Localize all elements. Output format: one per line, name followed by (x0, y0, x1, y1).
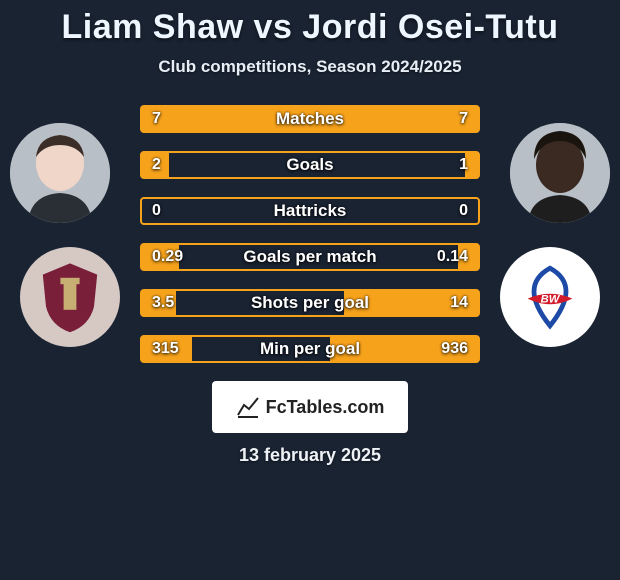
person-icon (10, 123, 110, 223)
brand-badge: FcTables.com (212, 381, 408, 433)
bar-fill-left (142, 245, 179, 269)
bar-label: Goals per match (142, 245, 478, 269)
date-text: 13 february 2025 (0, 445, 620, 466)
stat-bar: 3.514Shots per goal (140, 289, 480, 317)
stat-bar: 77Matches (140, 105, 480, 133)
player-left-avatar (10, 123, 110, 223)
bar-value-right: 0 (459, 199, 468, 223)
bar-fill-right (330, 337, 478, 361)
bar-value-left: 0 (152, 199, 161, 223)
stat-bar: 21Goals (140, 151, 480, 179)
bar-fill-right (465, 153, 478, 177)
club-right-badge: BW (500, 247, 600, 347)
stat-bar: 0.290.14Goals per match (140, 243, 480, 271)
person-icon (510, 123, 610, 223)
bar-fill-left (142, 291, 176, 315)
stat-bars: 77Matches 21Goals 0 0Hattricks 0.290.14Goals… (140, 105, 480, 363)
brand-text: FcTables.com (266, 397, 385, 418)
player-right-avatar (510, 123, 610, 223)
page-title: Liam Shaw vs Jordi Osei-Tutu (0, 8, 620, 47)
stat-bar: 0 0Hattricks (140, 197, 480, 225)
bar-fill-right (458, 245, 478, 269)
bar-fill-right (344, 291, 478, 315)
bar-label: Hattricks (142, 199, 478, 223)
bar-label: Goals (142, 153, 478, 177)
subtitle: Club competitions, Season 2024/2025 (0, 57, 620, 77)
bar-fill-right (310, 107, 478, 131)
infographic-root: Liam Shaw vs Jordi Osei-Tutu Club compet… (0, 0, 620, 466)
bar-fill-left (142, 153, 169, 177)
shield-icon (30, 257, 110, 337)
club-left-badge (20, 247, 120, 347)
stat-bar: 315936Min per goal (140, 335, 480, 363)
club-crest-icon: BW (510, 257, 590, 337)
chart-icon (236, 395, 260, 419)
bar-fill-left (142, 337, 192, 361)
club-right-initials: BW (541, 294, 561, 306)
bar-fill-left (142, 107, 310, 131)
comparison-panel: BW 77Matches 21Goals 0 0Hattricks 0.290.14Go… (0, 105, 620, 363)
